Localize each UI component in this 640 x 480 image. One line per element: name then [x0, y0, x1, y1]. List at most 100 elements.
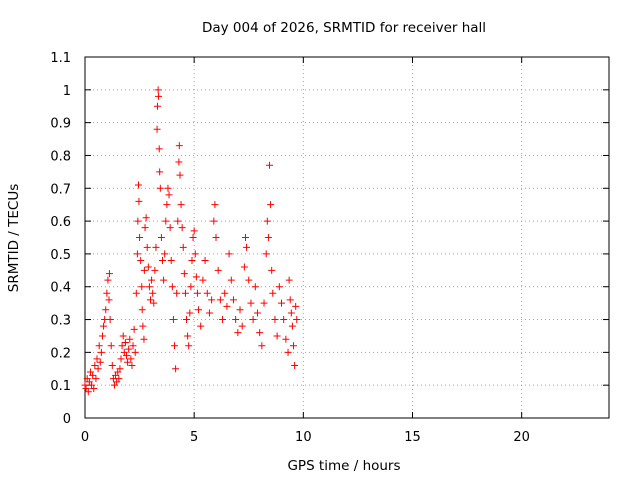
data-point [268, 266, 276, 274]
data-point [122, 352, 130, 360]
data-point [273, 332, 281, 340]
data-point [134, 217, 142, 225]
data-point [119, 332, 127, 340]
data-point [219, 316, 227, 324]
data-point [260, 299, 268, 307]
data-point [193, 289, 201, 297]
x-tick-labels: 0 5 10 15 20 [81, 430, 530, 445]
data-point [176, 171, 184, 179]
data-point [166, 224, 174, 232]
data-point [154, 86, 162, 94]
data-point [138, 306, 146, 314]
data-point [157, 234, 165, 241]
data-point [236, 306, 244, 314]
data-point [293, 316, 301, 324]
data-point [181, 289, 189, 297]
data-point [139, 322, 147, 330]
data-point [253, 309, 261, 317]
plot-frame [84, 56, 610, 419]
data-point [161, 250, 169, 258]
data-point [247, 299, 255, 307]
data-point [238, 322, 246, 330]
data-points [81, 86, 301, 396]
data-point [287, 309, 295, 317]
data-point [186, 309, 194, 317]
data-point [104, 276, 112, 284]
y-tick-label: 0.7 [50, 182, 71, 197]
data-point [189, 234, 197, 241]
data-point [275, 283, 283, 291]
data-point [263, 217, 271, 225]
data-point [286, 296, 294, 304]
data-point [195, 306, 203, 314]
data-point [93, 355, 101, 363]
data-point [184, 332, 192, 340]
y-tick-label: 0.3 [50, 314, 71, 329]
data-point [290, 342, 298, 350]
x-tick-label: 10 [295, 430, 312, 445]
data-point [265, 161, 273, 169]
x-tick-label: 20 [513, 430, 530, 445]
data-point [291, 361, 299, 369]
data-point [212, 234, 220, 241]
data-point [155, 145, 163, 153]
y-tick-label: 0 [63, 412, 71, 427]
data-point [245, 276, 253, 284]
data-point [94, 365, 102, 373]
data-point [173, 289, 181, 297]
x-tick-label: 0 [81, 430, 89, 445]
data-point [137, 256, 145, 264]
data-point [203, 289, 211, 297]
data-point [105, 270, 113, 278]
data-point [249, 316, 257, 324]
data-point [144, 263, 152, 271]
y-tick-label: 0.4 [50, 281, 71, 296]
data-point [174, 217, 182, 225]
data-point [183, 316, 191, 324]
data-point [151, 266, 159, 274]
data-point [147, 296, 154, 304]
data-point [284, 348, 292, 356]
data-point [175, 142, 183, 150]
data-point [163, 201, 171, 209]
data-point [100, 322, 108, 330]
data-point [153, 125, 161, 133]
data-point [108, 361, 116, 369]
data-point [160, 276, 168, 284]
data-point [175, 158, 183, 166]
data-point [251, 283, 259, 291]
data-point [97, 348, 105, 356]
y-tick-label: 0.8 [50, 149, 71, 164]
data-point [121, 339, 129, 347]
data-point [169, 316, 177, 324]
data-point [292, 302, 300, 310]
data-point [269, 289, 277, 297]
y-tick-label: 0.6 [50, 215, 71, 230]
data-point [172, 365, 180, 373]
data-point [96, 358, 104, 366]
data-point [179, 243, 187, 251]
data-point [185, 342, 193, 350]
data-point [190, 227, 198, 235]
data-point [124, 358, 132, 366]
data-point [91, 361, 99, 369]
data-point [192, 273, 200, 281]
data-point [232, 316, 240, 324]
data-point [271, 316, 279, 324]
data-point [210, 217, 218, 225]
data-point [156, 168, 164, 176]
data-point [138, 283, 146, 291]
data-point [221, 289, 229, 297]
data-point [167, 256, 175, 264]
data-point [118, 342, 126, 350]
data-point [168, 283, 176, 291]
data-point [84, 388, 92, 396]
data-point [92, 375, 100, 383]
data-point [135, 197, 143, 205]
data-point [178, 224, 186, 232]
data-point [278, 299, 285, 307]
data-point [107, 342, 115, 350]
data-point [140, 266, 148, 274]
data-point [241, 234, 249, 241]
